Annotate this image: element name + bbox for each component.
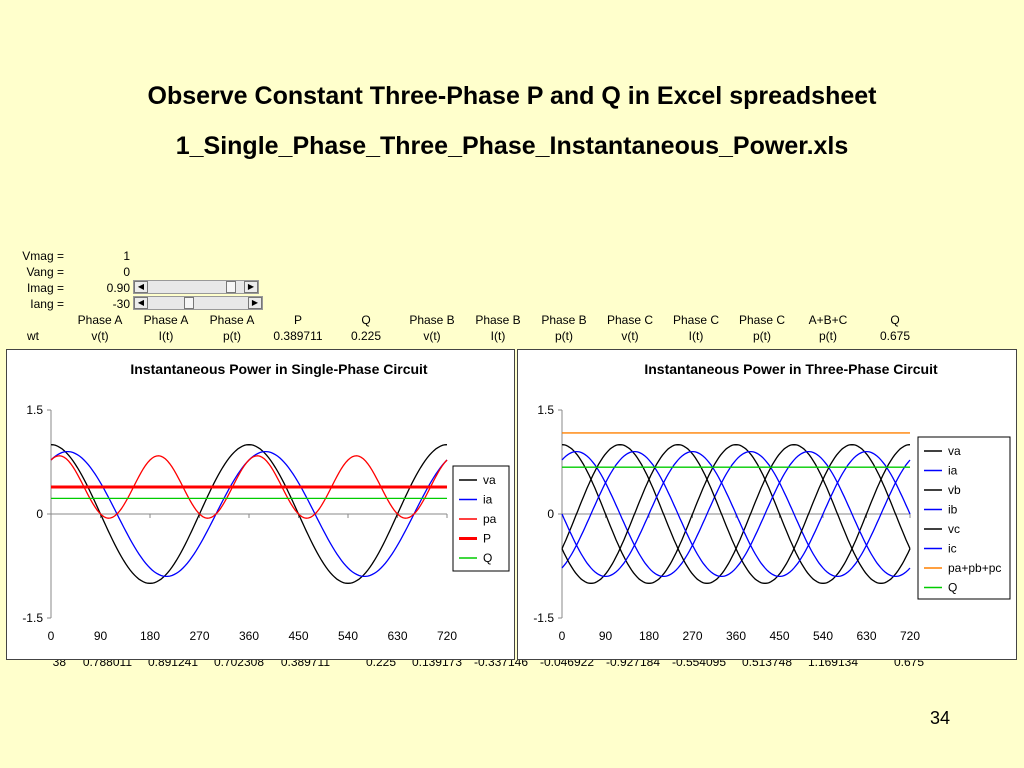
vmag-value: 1 [123,249,130,263]
hdr2-cell: I(t) [158,329,174,343]
hdr2-cell: wt [27,329,39,343]
hdr2-cell: p(t) [555,329,573,343]
sheet-header-row-1: Phase A Phase A Phase A P Q Phase B Phas… [0,313,1024,329]
x-tick-label: 720 [437,629,457,643]
legend-entry: ia [483,493,493,507]
vang-label: Vang = [26,265,64,279]
legend-entry: pa+pb+pc [948,561,1001,575]
single-phase-chart[interactable]: Instantaneous Power in Single-Phase Circ… [6,349,515,660]
x-tick-label: 540 [338,629,358,643]
hdr1-cell: Phase A [209,313,255,327]
hdr1-cell: Phase C [672,313,720,327]
hdr2-cell: p(t) [753,329,771,343]
hdr1-cell: Phase C [606,313,654,327]
iang-scrollbar[interactable]: ◀ ▶ [133,296,263,310]
chart-legend [917,436,1011,600]
page-number: 34 [930,708,951,728]
slide-subtitle-filename: 1_Single_Phase_Three_Phase_Instantaneous… [175,132,849,160]
x-tick-label: 180 [140,629,160,643]
imag-value: 0.90 [106,281,130,295]
iang-value: -30 [112,297,130,311]
hdr1-cell: Phase B [475,313,521,327]
x-tick-label: 90 [94,629,108,643]
legend-entry: va [948,444,961,458]
legend-entry: ia [948,464,958,478]
x-tick-label: 450 [769,629,789,643]
legend-entry: ib [948,503,958,517]
y-tick-label: 0 [36,507,43,521]
imag-scrollbar[interactable]: ◀ ▶ [133,280,259,294]
x-tick-label: 90 [599,629,613,643]
x-tick-label: 0 [559,629,566,643]
x-tick-label: 720 [900,629,920,643]
y-tick-label: -1.5 [22,611,43,625]
x-tick-label: 270 [189,629,209,643]
hdr1-cell: Phase B [409,313,455,327]
x-tick-label: 180 [639,629,659,643]
imag-scroll-right-icon[interactable]: ▶ [244,281,258,293]
x-tick-label: 540 [813,629,833,643]
iang-scroll-right-icon[interactable]: ▶ [248,297,262,309]
x-tick-label: 360 [726,629,746,643]
imag-scroll-thumb[interactable] [226,281,236,293]
imag-label: Imag = [26,281,64,295]
hdr2-cell: v(t) [91,329,109,343]
series-line-ib [561,450,911,578]
three-phase-chart-svg: Instantaneous Power in Three-Phase Circu… [533,361,1011,643]
hdr2-cell: I(t) [490,329,506,343]
series-line-vc [561,444,911,584]
x-tick-label: 630 [856,629,876,643]
x-tick-label: 0 [48,629,55,643]
slide-title: Observe Constant Three-Phase P and Q in … [147,82,877,110]
single-phase-chart-svg: Instantaneous Power in Single-Phase Circ… [22,361,510,643]
hdr1-cell: Phase B [541,313,587,327]
vang-value: 0 [123,265,130,279]
hdr2-cell: p(t) [819,329,837,343]
legend-entry: pa [483,512,497,526]
x-tick-label: 270 [682,629,702,643]
hdr1-cell: Phase A [77,313,123,327]
hdr2-cell: I(t) [688,329,704,343]
hdr2-cell: 0.675 [879,329,911,343]
hdr1-cell: P [293,313,302,327]
hdr1-cell: Phase C [738,313,786,327]
hdr1-cell: Q [890,313,900,327]
iang-label: Iang = [30,297,64,311]
hdr1-cell: Q [361,313,371,327]
imag-scroll-left-icon[interactable]: ◀ [134,281,148,293]
series-line-ic [561,450,911,578]
legend-entry: Q [483,551,492,565]
y-tick-label: 1.5 [537,403,554,417]
legend-entry: Q [948,581,957,595]
chart-title: Instantaneous Power in Three-Phase Circu… [644,361,938,377]
hdr2-cell: 0.389711 [273,329,323,343]
hdr1-cell: Phase A [143,313,189,327]
hdr2-cell: 0.225 [350,329,382,343]
y-tick-label: 1.5 [26,403,43,417]
vmag-label: Vmag = [22,249,64,263]
y-tick-label: 0 [547,507,554,521]
series-line-va [50,444,448,584]
y-tick-label: -1.5 [533,611,554,625]
legend-entry: vb [948,483,961,497]
sheet-header-row-2: wt v(t) I(t) p(t) 0.389711 0.225 v(t) I(… [0,329,1024,345]
three-phase-chart[interactable]: Instantaneous Power in Three-Phase Circu… [517,349,1017,660]
series-line-ia [561,450,911,578]
legend-entry: ic [948,542,957,556]
legend-entry: P [483,532,491,546]
x-tick-label: 360 [239,629,259,643]
hdr1-cell: A+B+C [808,313,848,327]
hdr2-cell: v(t) [621,329,639,343]
iang-scroll-thumb[interactable] [184,297,194,309]
legend-entry: vc [948,522,960,536]
hdr2-cell: p(t) [223,329,241,343]
legend-entry: va [483,473,496,487]
x-tick-label: 630 [387,629,407,643]
chart-title: Instantaneous Power in Single-Phase Circ… [130,361,428,377]
hdr2-cell: v(t) [423,329,441,343]
iang-scroll-left-icon[interactable]: ◀ [134,297,148,309]
x-tick-label: 450 [288,629,308,643]
